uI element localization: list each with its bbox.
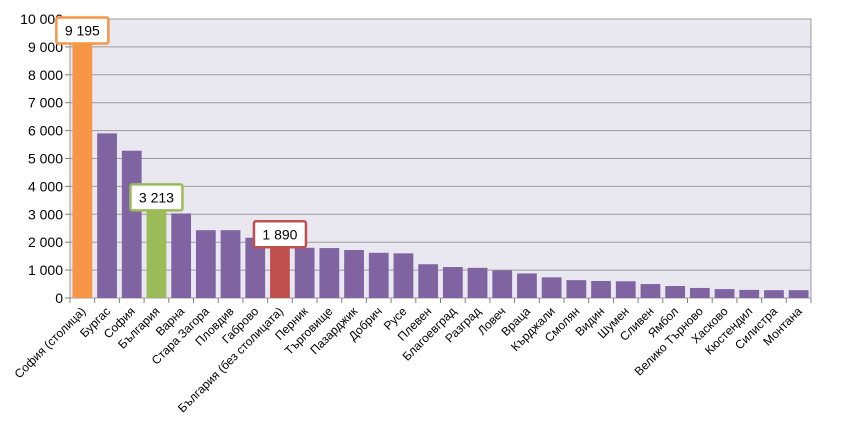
bar [393, 253, 414, 298]
bar [344, 250, 364, 298]
data-label: 3 213 [129, 183, 184, 212]
data-label-text: 1 890 [262, 226, 297, 242]
bar [146, 208, 167, 298]
bar [319, 248, 340, 298]
bar [517, 273, 537, 298]
bar [541, 277, 562, 298]
bar [788, 290, 809, 298]
data-label-box [129, 183, 184, 212]
bar [72, 41, 93, 298]
data-label-text: 9 195 [65, 22, 100, 38]
y-tick-label: 6 000 [28, 123, 63, 139]
bar [97, 133, 117, 298]
y-tick-label: 10 000 [20, 11, 63, 27]
data-label-box [55, 16, 110, 45]
y-tick-label: 8 000 [28, 67, 63, 83]
x-tick-label: София (столица) [12, 304, 89, 381]
x-axis: София (столица)БургасСофияБългарияВарнаС… [12, 298, 812, 415]
data-label: 1 890 [252, 220, 308, 249]
bar [467, 267, 488, 298]
bar [171, 213, 192, 298]
bar [220, 230, 241, 298]
bar [368, 252, 389, 298]
bar [566, 280, 587, 298]
y-tick-label: 0 [55, 290, 63, 306]
data-label-text: 3 213 [139, 189, 174, 205]
bar [418, 264, 439, 298]
bar [714, 289, 735, 298]
gridlines [70, 46, 811, 271]
y-tick-label: 2 000 [28, 234, 63, 250]
data-label: 9 195 [55, 16, 110, 45]
bar [195, 230, 216, 298]
bar [665, 286, 686, 298]
y-tick-label: 1 000 [28, 262, 63, 278]
bar [492, 270, 513, 298]
bar [689, 287, 710, 298]
bar [764, 290, 784, 298]
data-labels: 9 195 3 213 1 890 [55, 16, 308, 249]
y-tick-label: 3 000 [28, 206, 63, 222]
y-tick-label: 4 000 [28, 178, 63, 194]
bars [72, 41, 809, 298]
y-tick-label: 7 000 [28, 95, 63, 111]
bar [442, 267, 463, 298]
y-tick-label: 9 000 [28, 39, 63, 55]
y-tick-label: 5 000 [28, 151, 63, 167]
y-axis: 0 1 000 2 000 3 000 4 000 5 000 6 000 7 000 8 00… [20, 11, 70, 306]
bar [245, 237, 266, 298]
bar [640, 284, 661, 298]
bar [294, 247, 315, 298]
bar [121, 150, 142, 298]
bar [615, 281, 636, 298]
bar [270, 245, 290, 298]
bar [591, 280, 611, 298]
data-label-box [252, 220, 308, 249]
bar [739, 289, 760, 298]
